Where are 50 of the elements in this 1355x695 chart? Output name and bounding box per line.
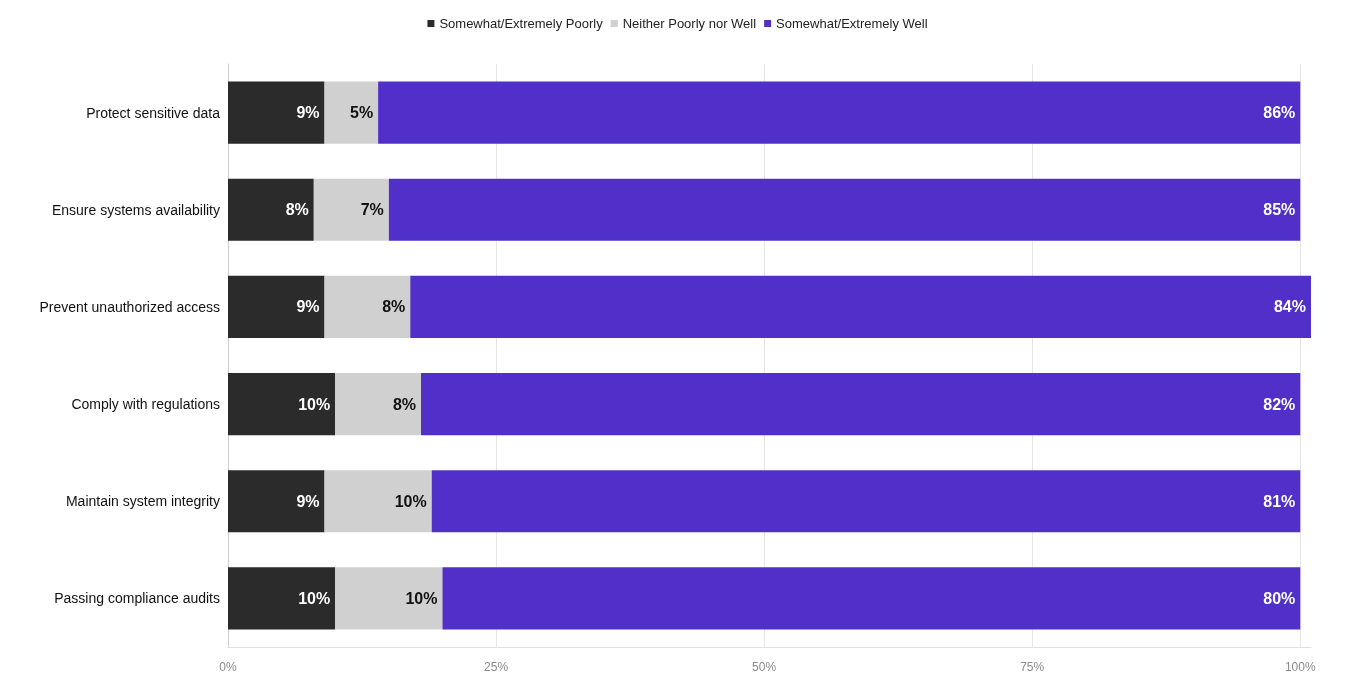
- bar: [228, 178, 314, 241]
- bar: [378, 81, 1301, 144]
- y-tick-label: Protect sensitive data: [86, 104, 221, 121]
- data-label: 85%: [1263, 201, 1296, 219]
- data-label: 9%: [296, 298, 320, 316]
- bar: [313, 178, 389, 241]
- bar: [324, 275, 411, 339]
- data-label: 80%: [1263, 589, 1296, 607]
- y-tick-label: Prevent unauthorized access: [39, 298, 220, 315]
- y-tick-label: Passing compliance audits: [54, 590, 220, 607]
- bar: [388, 178, 1301, 241]
- bar: [228, 372, 336, 436]
- legend-label: Somewhat/Extremely Poorly: [439, 16, 604, 31]
- x-tick-label: 0%: [219, 660, 237, 674]
- data-label: 81%: [1263, 492, 1296, 510]
- data-label: 10%: [394, 492, 427, 510]
- bar: [410, 275, 1311, 339]
- y-tick-label: Comply with regulations: [71, 396, 220, 413]
- bar: [431, 470, 1301, 533]
- data-label: 10%: [298, 395, 331, 413]
- data-label: 8%: [285, 201, 309, 219]
- data-label: 10%: [298, 589, 331, 607]
- data-label: 7%: [360, 201, 384, 219]
- bar: [335, 567, 443, 630]
- data-label: 8%: [392, 395, 417, 413]
- bar: [228, 567, 336, 630]
- bar: [228, 275, 325, 339]
- data-label: 86%: [1263, 104, 1296, 122]
- data-label: 82%: [1263, 395, 1296, 413]
- x-tick-label: 25%: [484, 660, 509, 674]
- bar: [228, 81, 325, 144]
- data-label: 9%: [296, 104, 320, 122]
- y-tick-label: Maintain system integrity: [65, 493, 220, 510]
- legend-label: Somewhat/Extremely Well: [776, 16, 928, 31]
- data-label: 84%: [1273, 298, 1306, 316]
- data-label: 9%: [296, 492, 320, 510]
- bar: [324, 81, 379, 144]
- x-tick-label: 100%: [1284, 660, 1316, 674]
- y-tick-label: Ensure systems availability: [51, 201, 220, 218]
- bar: [324, 470, 432, 533]
- bar: [442, 567, 1301, 630]
- x-tick-label: 50%: [752, 660, 777, 674]
- bar: [421, 372, 1301, 436]
- data-label: 8%: [382, 298, 406, 316]
- bar: [335, 372, 422, 436]
- bar: [228, 470, 325, 533]
- data-label: 10%: [405, 589, 438, 607]
- x-tick-label: 75%: [1020, 660, 1045, 674]
- legend-label: Neither Poorly nor Well: [622, 16, 757, 31]
- data-label: 5%: [349, 104, 374, 122]
